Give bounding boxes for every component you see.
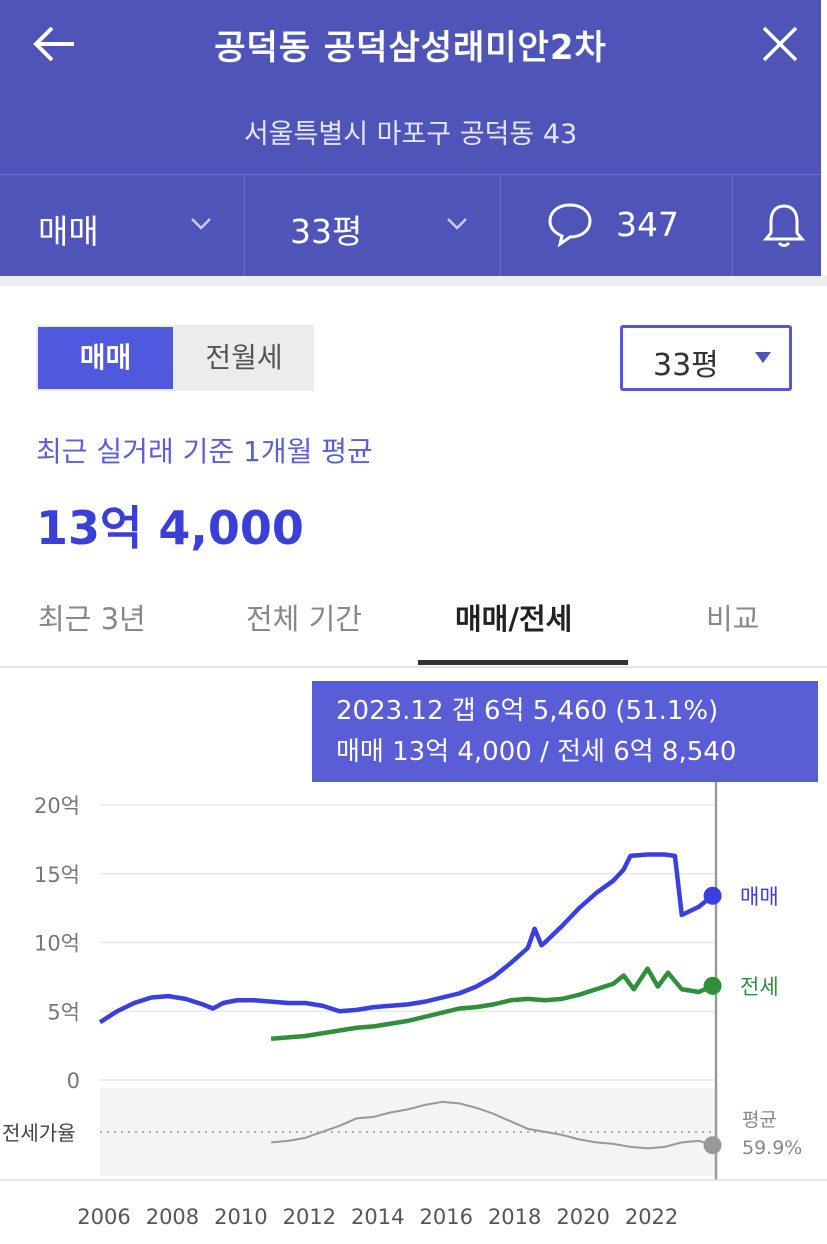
x-tick-label: 2006 [77, 1205, 130, 1229]
size-label: 33평 [290, 212, 363, 251]
close-icon[interactable] [760, 24, 800, 64]
deal-toggle: 매매 전월세 [36, 325, 314, 391]
size-dropdown[interactable]: 33평 [244, 175, 501, 277]
summary-label: 최근 실거래 기준 1개월 평균 [36, 435, 373, 468]
page-title: 공덕동 공덕삼성래미안2차 [214, 28, 607, 68]
tooltip-gap: 2023.12 갭 6억 5,460 (51.1%) [336, 696, 719, 726]
bell-icon[interactable] [762, 200, 806, 250]
speech-bubble-icon [548, 203, 592, 247]
tab-compare[interactable]: 비교 [706, 602, 760, 636]
series-label: 매매 [740, 885, 779, 909]
ratio-average-label: 평균 [742, 1109, 777, 1131]
y-tick-label: 15억 [34, 863, 80, 887]
x-tick-label: 2020 [556, 1205, 609, 1229]
jeonse-price-line-endpoint [703, 976, 722, 995]
app-header: 공덕동 공덕삼성래미안2차 서울특별시 마포구 공덕동 43 매매 33평 34… [0, 0, 821, 277]
y-tick-label: 0 [67, 1069, 80, 1093]
tooltip-prices: 매매 13억 4,000 / 전세 6억 8,540 [336, 737, 737, 767]
series-label: 전세 [740, 975, 779, 999]
caret-down-icon [755, 352, 771, 363]
deal-type-label: 매매 [38, 212, 99, 251]
jeonse-price-line [270, 966, 714, 1041]
comments-button[interactable]: 347 [500, 175, 733, 277]
y-tick-label: 10억 [34, 932, 80, 956]
x-tick-label: 2008 [146, 1205, 199, 1229]
chart-tooltip: 2023.12 갭 6억 5,460 (51.1%) 매매 13억 4,000 … [312, 681, 818, 782]
x-tick-label: 2012 [283, 1205, 336, 1229]
summary-price: 13억 4,000 [36, 501, 304, 555]
back-arrow-icon[interactable] [30, 22, 78, 66]
x-tick-label: 2018 [488, 1205, 541, 1229]
price-chart[interactable]: 20억 15억 10억 5억 0 전세가율 2006 2008 2010 2012 2014 2016… [0, 780, 827, 1240]
toggle-rent[interactable]: 전월세 [205, 341, 283, 374]
toggle-sale[interactable]: 매매 [38, 327, 173, 389]
period-tabs: 최근 3년 전체 기간 매매/전세 비교 [0, 590, 827, 668]
address: 서울특별시 마포구 공덕동 43 [243, 119, 578, 150]
chevron-down-icon [191, 218, 211, 230]
y-tick-label: 5억 [47, 1000, 80, 1024]
section-divider [0, 276, 827, 286]
jeonse-ratio-line [271, 1100, 713, 1150]
ratio-label: 전세가율 [2, 1121, 76, 1145]
x-tick-label: 2016 [419, 1205, 472, 1229]
ratio-average-value: 59.9% [742, 1137, 802, 1159]
sale-price-line-endpoint [703, 886, 722, 905]
comment-count: 347 [616, 205, 679, 244]
size-select[interactable]: 33평 [620, 325, 792, 391]
chevron-down-icon [447, 218, 467, 230]
sale-price-line [98, 852, 714, 1025]
size-select-value: 33평 [653, 348, 719, 383]
tab-all-period[interactable]: 전체 기간 [246, 602, 362, 636]
x-tick-label: 2010 [214, 1205, 267, 1229]
y-tick-label: 20억 [34, 794, 80, 818]
header-toolbar: 매매 33평 347 [0, 174, 821, 277]
deal-type-dropdown[interactable]: 매매 [0, 175, 245, 277]
x-tick-label: 2014 [351, 1205, 404, 1229]
active-tab-indicator [418, 660, 628, 665]
x-tick-label: 2022 [625, 1205, 678, 1229]
tab-recent-3y[interactable]: 최근 3년 [38, 602, 146, 636]
tab-sale-jeonse[interactable]: 매매/전세 [455, 602, 573, 636]
jeonse-ratio-line-endpoint [703, 1136, 722, 1155]
